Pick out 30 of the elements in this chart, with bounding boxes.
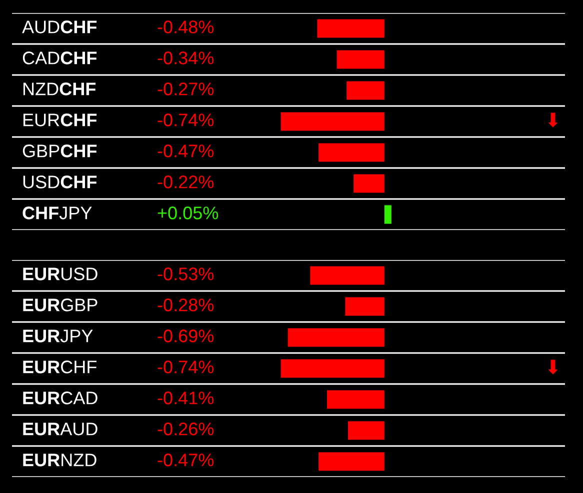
data-label: -0.74% [158, 114, 214, 126]
annotation: ⬇ [548, 112, 558, 128]
y-tick-label: EURGBP [23, 298, 98, 312]
y-tick-label: EURCHF [23, 114, 97, 126]
data-label: -0.48% [158, 20, 214, 34]
y-tick-label: CHFJPY [22, 206, 92, 220]
y-tick-label: EURCHF [23, 360, 97, 374]
y-tick-label: USDCHF [23, 176, 97, 188]
annotation: ⬇ [548, 360, 558, 374]
data-label: -0.28% [158, 298, 214, 312]
data-label: +0.05% [158, 206, 218, 220]
data-label: -0.27% [158, 82, 214, 96]
y-tick-label: EURNZD [23, 454, 96, 466]
y-tick-label: GBPCHF [22, 144, 97, 158]
y-tick-label: CADCHF [22, 52, 97, 64]
data-label: -0.34% [158, 52, 214, 64]
y-tick-label: NZDCHF [23, 82, 96, 96]
y-tick-label: EURAUD [23, 422, 98, 436]
data-label: -0.41% [158, 392, 214, 404]
data-label: -0.53% [158, 268, 214, 280]
y-tick-label: EURUSD [23, 268, 98, 280]
data-label: -0.47% [158, 454, 214, 466]
y-tick-label: EURJPY [23, 330, 93, 342]
y-tick-label: AUDCHF [22, 20, 97, 34]
data-label: -0.74% [158, 360, 214, 374]
data-label: -0.22% [158, 176, 214, 188]
data-label: -0.69% [158, 330, 214, 342]
data-label: -0.26% [158, 422, 214, 436]
y-tick-label: EURCAD [23, 392, 98, 404]
data-label: -0.47% [158, 144, 214, 158]
